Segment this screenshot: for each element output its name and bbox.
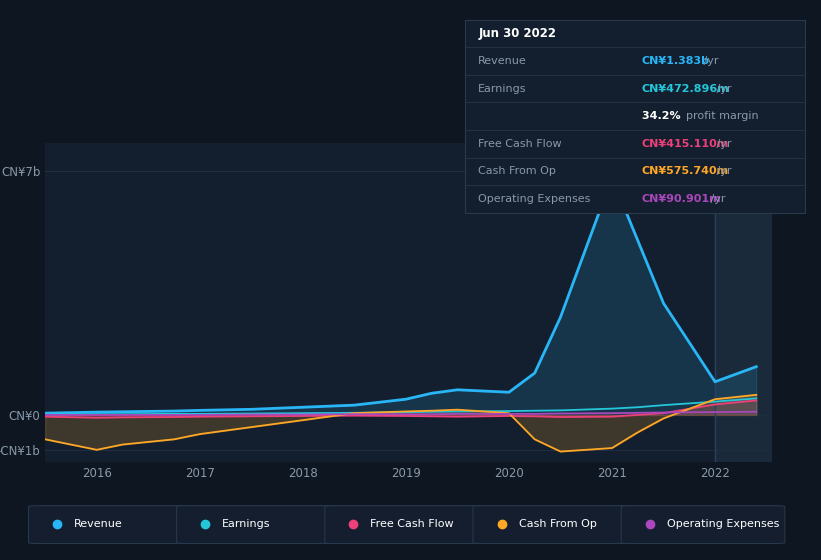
Text: 34.2%: 34.2% (642, 111, 685, 121)
Text: Jun 30 2022: Jun 30 2022 (479, 27, 557, 40)
FancyBboxPatch shape (621, 506, 785, 544)
Text: Free Cash Flow: Free Cash Flow (479, 139, 562, 149)
Text: Earnings: Earnings (479, 83, 527, 94)
Text: CN¥472.896m: CN¥472.896m (642, 83, 730, 94)
Text: Earnings: Earnings (222, 519, 271, 529)
Text: /yr: /yr (713, 166, 732, 176)
Text: Revenue: Revenue (74, 519, 123, 529)
FancyBboxPatch shape (325, 506, 488, 544)
Text: Revenue: Revenue (479, 56, 527, 66)
Text: CN¥90.901m: CN¥90.901m (642, 194, 722, 204)
Bar (715, 143, 772, 462)
Text: CN¥1.383b: CN¥1.383b (642, 56, 710, 66)
Text: CN¥415.110m: CN¥415.110m (642, 139, 729, 149)
Text: Cash From Op: Cash From Op (479, 166, 556, 176)
Text: Operating Expenses: Operating Expenses (479, 194, 590, 204)
Text: Operating Expenses: Operating Expenses (667, 519, 779, 529)
Text: Cash From Op: Cash From Op (519, 519, 596, 529)
Text: /yr: /yr (713, 139, 732, 149)
FancyBboxPatch shape (29, 506, 192, 544)
Text: profit margin: profit margin (686, 111, 759, 121)
Text: /yr: /yr (707, 194, 725, 204)
Text: CN¥575.740m: CN¥575.740m (642, 166, 729, 176)
FancyBboxPatch shape (473, 506, 636, 544)
FancyBboxPatch shape (177, 506, 340, 544)
Text: /yr: /yr (713, 83, 732, 94)
Text: Free Cash Flow: Free Cash Flow (370, 519, 454, 529)
Text: /yr: /yr (700, 56, 719, 66)
